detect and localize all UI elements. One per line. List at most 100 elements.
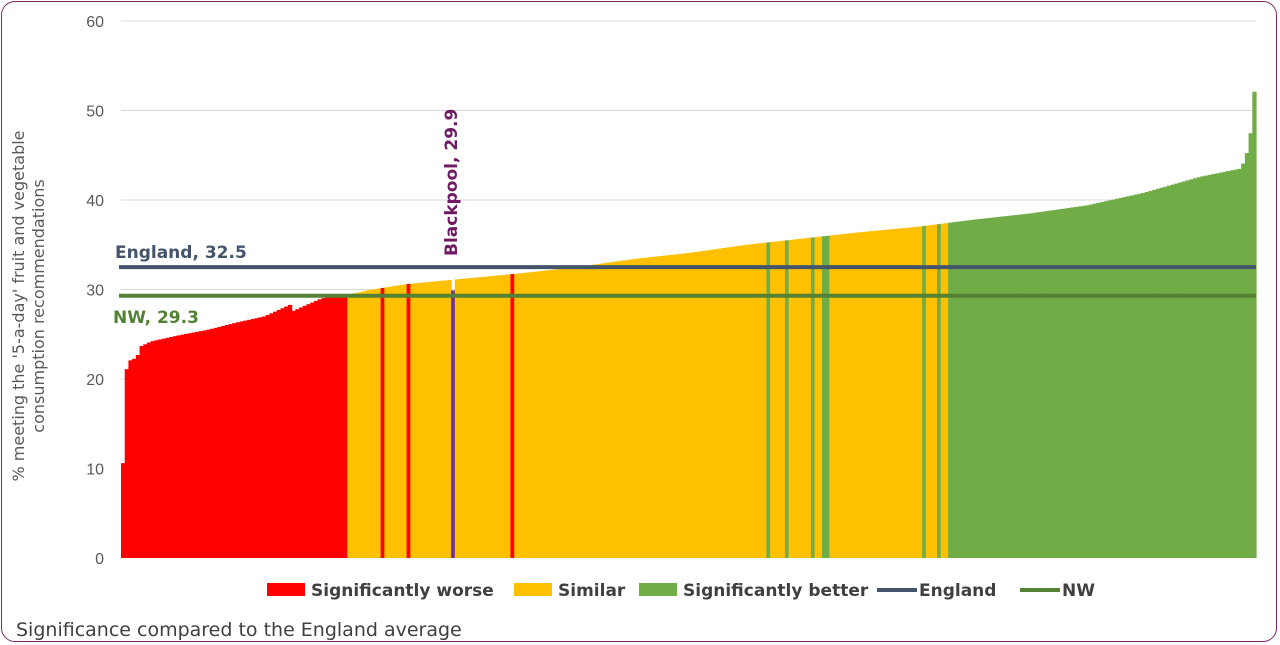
bar xyxy=(543,270,549,558)
bar xyxy=(773,241,779,559)
bar xyxy=(1055,209,1061,558)
bar xyxy=(725,247,730,558)
bar xyxy=(154,340,159,558)
bar xyxy=(1174,183,1179,559)
bar xyxy=(417,282,423,558)
bar xyxy=(1118,197,1124,558)
bar xyxy=(198,331,204,558)
reference-label-nw: NW, 29.3 xyxy=(113,308,199,328)
bar xyxy=(1115,198,1120,559)
bar xyxy=(573,267,578,558)
bar xyxy=(807,237,812,558)
bar xyxy=(258,317,263,558)
bar xyxy=(484,276,489,558)
bar xyxy=(822,236,827,558)
bar xyxy=(510,274,515,558)
bar xyxy=(751,244,756,558)
bar xyxy=(235,322,241,558)
bar xyxy=(681,253,686,558)
bar xyxy=(1226,171,1231,558)
bar xyxy=(829,235,834,558)
bar xyxy=(276,309,282,558)
bar xyxy=(250,318,256,558)
bar xyxy=(758,243,764,558)
bar xyxy=(974,219,979,558)
bar xyxy=(169,337,174,558)
y-tick-label: 10 xyxy=(86,462,104,479)
bar xyxy=(1063,208,1068,559)
bar xyxy=(1126,196,1131,558)
bar xyxy=(1159,187,1164,558)
bar xyxy=(362,291,367,558)
bar xyxy=(317,299,322,558)
bar xyxy=(981,218,986,558)
bar xyxy=(603,263,608,558)
bar xyxy=(217,326,222,558)
bar xyxy=(477,277,482,558)
bar xyxy=(172,336,178,558)
bar xyxy=(1233,169,1239,558)
bar xyxy=(933,224,938,558)
bar xyxy=(347,294,352,558)
bar xyxy=(158,339,163,558)
legend-label: Significantly better xyxy=(683,581,869,601)
bar xyxy=(210,328,215,558)
bar xyxy=(187,333,193,558)
y-axis-title: % meeting the '5-a-day' fruit and vegeta… xyxy=(9,130,48,481)
bar xyxy=(881,230,886,558)
bar xyxy=(788,239,793,558)
bar xyxy=(666,255,671,558)
bar xyxy=(1133,194,1138,558)
bar xyxy=(295,309,300,558)
bar xyxy=(1007,215,1012,558)
bar xyxy=(606,262,612,558)
bar xyxy=(536,271,541,558)
bar xyxy=(1092,203,1098,558)
bar xyxy=(929,224,934,559)
legend-swatch xyxy=(267,583,305,596)
bar xyxy=(911,227,916,558)
bar xyxy=(636,258,641,558)
bar xyxy=(458,279,463,558)
bar xyxy=(944,223,949,558)
bar xyxy=(1029,213,1035,558)
bar xyxy=(1048,210,1053,558)
y-tick-label: 60 xyxy=(86,14,104,31)
bar xyxy=(325,297,330,558)
bar xyxy=(358,292,363,558)
bar xyxy=(1022,214,1027,558)
bar xyxy=(1230,170,1235,558)
bar xyxy=(1155,188,1161,558)
bar xyxy=(1244,153,1250,558)
highlight-label: Blackpool, 29.9 xyxy=(442,109,462,256)
bar xyxy=(951,222,957,558)
bar xyxy=(810,237,816,558)
bar xyxy=(1044,211,1049,559)
legend-label: Similar xyxy=(558,581,626,601)
bar xyxy=(540,270,545,558)
bar xyxy=(121,463,126,558)
legend-label: England xyxy=(919,581,996,601)
bar xyxy=(855,232,860,558)
bar xyxy=(740,245,745,558)
bar xyxy=(202,330,207,558)
bar xyxy=(1014,214,1020,558)
bar xyxy=(439,280,445,558)
bar xyxy=(287,304,293,558)
bar xyxy=(992,217,997,559)
bar xyxy=(380,287,385,558)
bar xyxy=(376,288,382,558)
bar xyxy=(491,275,497,558)
bar xyxy=(425,282,430,558)
bar xyxy=(707,250,712,559)
bar xyxy=(529,272,534,558)
bar xyxy=(469,277,474,558)
bar xyxy=(176,335,181,558)
bar xyxy=(1189,179,1194,558)
bar xyxy=(833,234,838,559)
bar xyxy=(328,296,334,558)
bar xyxy=(1211,174,1216,558)
bar xyxy=(284,306,289,558)
bar xyxy=(792,239,797,559)
